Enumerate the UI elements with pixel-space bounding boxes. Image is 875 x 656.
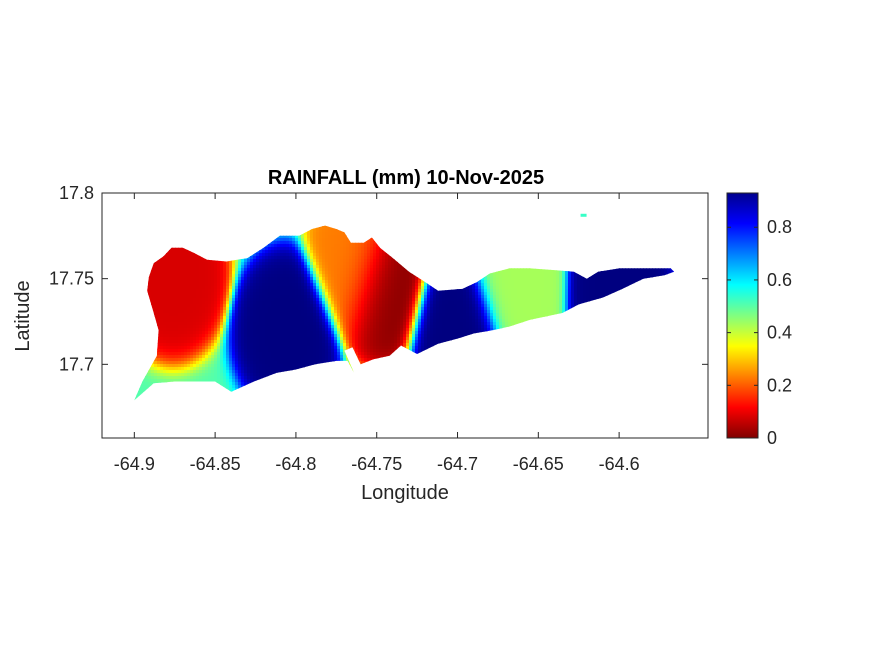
chart-title: RAINFALL (mm) 10-Nov-2025 [268, 167, 544, 189]
x-tick-label: -64.9 [114, 454, 155, 474]
x-tick-label: -64.75 [351, 454, 402, 474]
colorbar-tick-label: 0 [767, 428, 777, 448]
plot-frame [101, 192, 709, 439]
x-tick-label: -64.65 [513, 454, 564, 474]
colorbar-tick-label: 0.4 [767, 323, 792, 343]
x-tick-label: -64.6 [599, 454, 640, 474]
colorbar-tick-label: 0.6 [767, 270, 792, 290]
colorbar-tick-label: 0.8 [767, 217, 792, 237]
y-tick-label: 17.8 [59, 183, 94, 203]
x-tick-label: -64.8 [275, 454, 316, 474]
colorbar [726, 192, 759, 439]
x-axis-label: Longitude [361, 482, 449, 504]
y-axis: 17.7 17.75 17.8 [49, 183, 708, 374]
outlier-layer [580, 213, 587, 217]
outlier-data-point [580, 213, 587, 217]
x-tick-label: -64.85 [190, 454, 241, 474]
y-tick-label: 17.7 [59, 354, 94, 374]
colorbar-tick-label: 0.2 [767, 375, 792, 395]
y-tick-label: 17.75 [49, 269, 94, 289]
y-axis-label: Latitude [12, 280, 34, 351]
x-tick-label: -64.7 [437, 454, 478, 474]
x-axis: -64.9 -64.85 -64.8 -64.75 -64.7 -64.65 -64.6 [114, 193, 640, 474]
colorbar-ticks: 0 0.2 0.4 0.6 0.8 [727, 217, 792, 448]
